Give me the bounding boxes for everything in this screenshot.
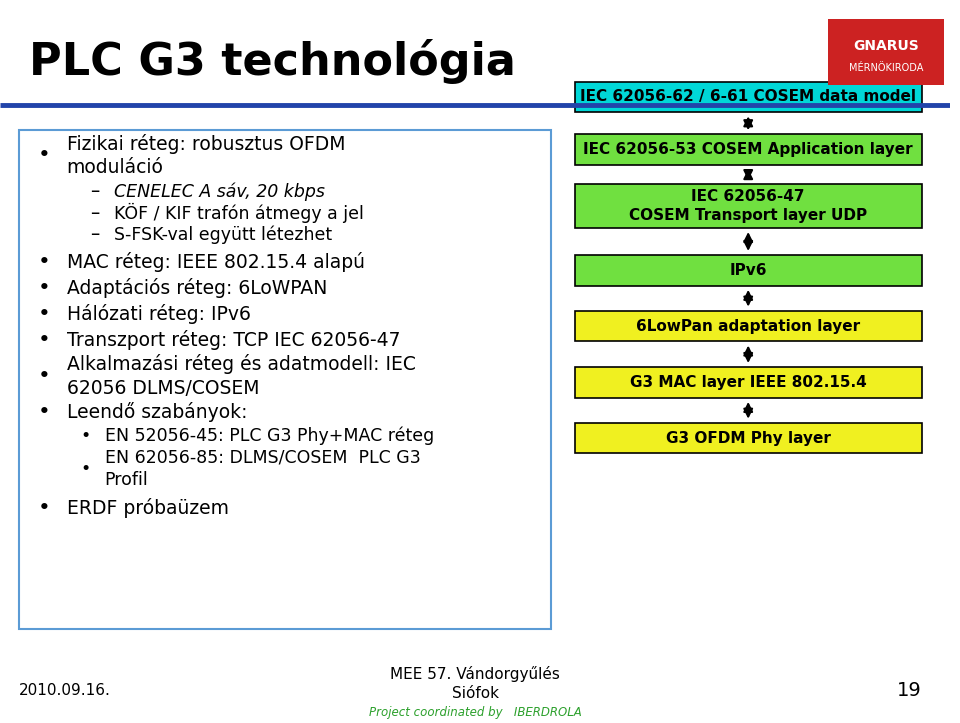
Text: •: • xyxy=(38,304,51,324)
Text: CENELEC A sáv, 20 kbps: CENELEC A sáv, 20 kbps xyxy=(114,182,324,201)
Text: S-FSK-val együtt létezhet: S-FSK-val együtt létezhet xyxy=(114,226,332,244)
Text: 2010.09.16.: 2010.09.16. xyxy=(19,683,110,698)
Text: •: • xyxy=(38,366,51,386)
Text: MAC réteg: IEEE 802.15.4 alapú: MAC réteg: IEEE 802.15.4 alapú xyxy=(66,252,365,272)
Text: EN 52056-45: PLC G3 Phy+MAC réteg: EN 52056-45: PLC G3 Phy+MAC réteg xyxy=(105,427,434,445)
Text: •: • xyxy=(81,427,91,445)
Text: –: – xyxy=(90,226,100,244)
Text: Fizikai réteg: robusztus OFDM
moduláció: Fizikai réteg: robusztus OFDM moduláció xyxy=(66,134,345,177)
Text: IEC 62056-53 COSEM Application layer: IEC 62056-53 COSEM Application layer xyxy=(584,142,913,157)
Text: MEE 57. Vándorgyűlés
Siófok: MEE 57. Vándorgyűlés Siófok xyxy=(390,666,560,701)
FancyBboxPatch shape xyxy=(575,423,922,453)
Text: Transzport réteg: TCP IEC 62056-47: Transzport réteg: TCP IEC 62056-47 xyxy=(66,330,400,350)
Text: Alkalmazási réteg és adatmodell: IEC
62056 DLMS/COSEM: Alkalmazási réteg és adatmodell: IEC 620… xyxy=(66,354,416,398)
Text: Leendő szabányok:: Leendő szabányok: xyxy=(66,402,247,422)
Text: MÉRNÖKIRODA: MÉRNÖKIRODA xyxy=(850,63,924,73)
Text: –: – xyxy=(90,204,100,223)
FancyBboxPatch shape xyxy=(828,19,945,85)
FancyBboxPatch shape xyxy=(575,311,922,341)
Text: –: – xyxy=(90,182,100,201)
Text: ERDF próbaüzem: ERDF próbaüzem xyxy=(66,497,228,518)
Text: IPv6: IPv6 xyxy=(730,263,767,278)
Text: Project coordinated by   IBERDROLA: Project coordinated by IBERDROLA xyxy=(369,706,582,719)
FancyBboxPatch shape xyxy=(575,134,922,165)
Text: IEC 62056-47
COSEM Transport layer UDP: IEC 62056-47 COSEM Transport layer UDP xyxy=(629,189,867,223)
Text: 6LowPan adaptation layer: 6LowPan adaptation layer xyxy=(636,319,860,333)
FancyBboxPatch shape xyxy=(575,184,922,228)
Text: Hálózati réteg: IPv6: Hálózati réteg: IPv6 xyxy=(66,304,251,324)
Text: •: • xyxy=(38,252,51,272)
Text: EN 62056-85: DLMS/COSEM  PLC G3
Profil: EN 62056-85: DLMS/COSEM PLC G3 Profil xyxy=(105,448,420,489)
Text: •: • xyxy=(38,330,51,350)
Text: •: • xyxy=(38,278,51,298)
FancyBboxPatch shape xyxy=(575,82,922,112)
Text: GNARUS: GNARUS xyxy=(853,39,920,54)
Text: G3 MAC layer IEEE 802.15.4: G3 MAC layer IEEE 802.15.4 xyxy=(630,375,867,390)
Text: •: • xyxy=(38,497,51,518)
FancyBboxPatch shape xyxy=(19,130,551,629)
Text: PLC G3 technológia: PLC G3 technológia xyxy=(29,39,516,84)
Text: Adaptációs réteg: 6LoWPAN: Adaptációs réteg: 6LoWPAN xyxy=(66,278,327,298)
FancyBboxPatch shape xyxy=(575,255,922,286)
Text: 19: 19 xyxy=(897,681,922,700)
Text: •: • xyxy=(38,402,51,422)
FancyBboxPatch shape xyxy=(575,367,922,398)
Text: G3 OFDM Phy layer: G3 OFDM Phy layer xyxy=(666,431,830,445)
Text: •: • xyxy=(38,145,51,166)
Text: IEC 62056-62 / 6-61 COSEM data model: IEC 62056-62 / 6-61 COSEM data model xyxy=(580,90,916,104)
Text: KÖF / KIF trafón átmegy a jel: KÖF / KIF trafón átmegy a jel xyxy=(114,203,364,223)
Text: •: • xyxy=(81,460,91,477)
